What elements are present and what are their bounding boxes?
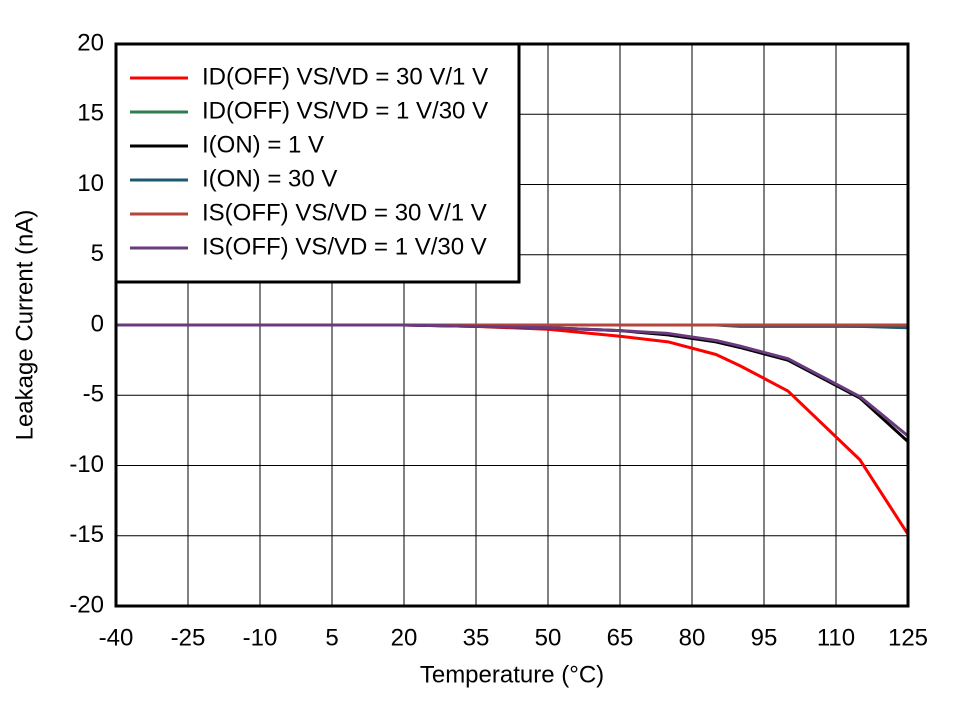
legend-label: ID(OFF) VS/VD = 1 V/30 V <box>202 97 488 124</box>
x-tick-label: 110 <box>817 624 855 651</box>
series-line <box>116 323 909 438</box>
legend-label: IS(OFF) VS/VD = 1 V/30 V <box>202 233 487 260</box>
x-tick-label: -10 <box>243 624 278 651</box>
x-tick-label: -40 <box>99 624 134 651</box>
y-tick-label: -15 <box>69 521 104 548</box>
series-line <box>116 323 910 443</box>
series-line <box>116 323 910 536</box>
legend-label: IS(OFF) VS/VD = 30 V/1 V <box>202 199 487 226</box>
legend-label: I(ON) = 30 V <box>202 165 337 192</box>
legend-label: I(ON) = 1 V <box>202 131 324 158</box>
y-axis-label: Leakage Current (nA) <box>11 210 38 441</box>
legend-label: ID(OFF) VS/VD = 30 V/1 V <box>202 63 488 90</box>
x-tick-label: 35 <box>463 624 490 651</box>
y-tick-label: 0 <box>91 310 104 337</box>
y-tick-label: -10 <box>69 451 104 478</box>
legend-box <box>114 42 521 284</box>
x-axis-label: Temperature (°C) <box>420 661 604 688</box>
x-tick-label: 80 <box>679 624 706 651</box>
y-tick-label: 20 <box>77 29 104 56</box>
y-tick-label: 10 <box>77 170 104 197</box>
y-tick-label: -20 <box>69 591 104 618</box>
x-tick-label: 5 <box>325 624 338 651</box>
x-tick-label: 20 <box>391 624 418 651</box>
y-tick-label: 15 <box>77 100 104 127</box>
x-tick-label: -25 <box>171 624 206 651</box>
x-tick-label: 65 <box>607 624 634 651</box>
legend: ID(OFF) VS/VD = 30 V/1 V ID(OFF) VS/VD = … <box>114 42 521 284</box>
x-tick-label: 95 <box>751 624 778 651</box>
y-tick-label: -5 <box>83 381 104 408</box>
y-tick-label: 5 <box>91 240 104 267</box>
x-tick-label: 50 <box>535 624 562 651</box>
x-tick-label: 125 <box>888 624 928 651</box>
